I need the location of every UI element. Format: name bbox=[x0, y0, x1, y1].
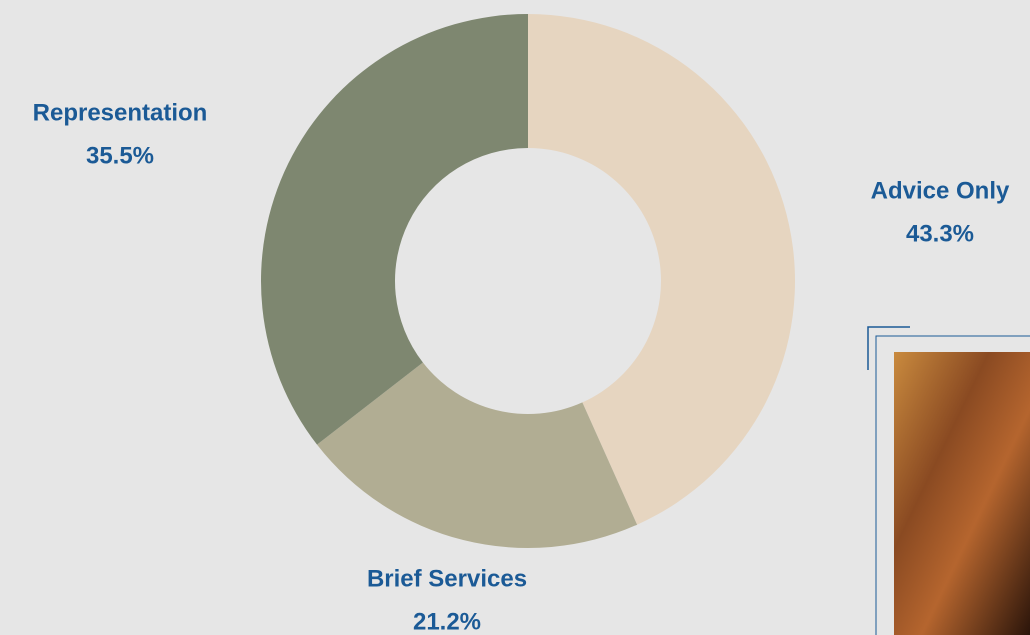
slice-value-label: 35.5% bbox=[86, 142, 154, 169]
photo-frame bbox=[867, 326, 1030, 635]
slice-label: Representation bbox=[33, 99, 208, 126]
frame-corner bbox=[867, 326, 910, 370]
photo bbox=[894, 352, 1030, 635]
slice bbox=[261, 14, 528, 445]
slice-value-label: 21.2% bbox=[413, 608, 481, 635]
frame-border bbox=[875, 335, 1030, 635]
slice-value-label: 43.3% bbox=[906, 220, 974, 247]
slice bbox=[317, 362, 638, 548]
donut bbox=[261, 14, 796, 548]
slice bbox=[528, 14, 796, 525]
slice-label: Advice Only bbox=[871, 177, 1010, 204]
slice-label: Brief Services bbox=[367, 565, 527, 592]
